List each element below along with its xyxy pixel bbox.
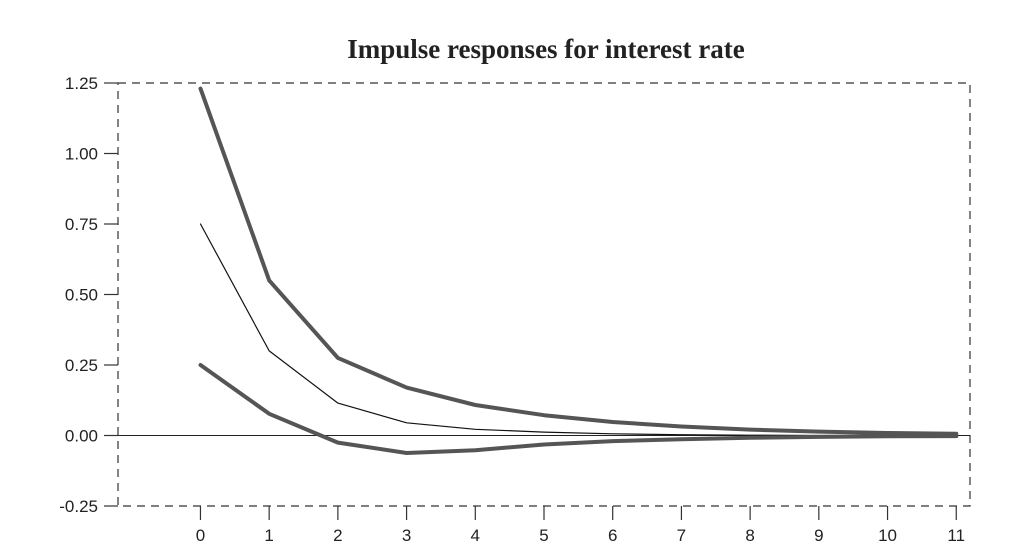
y-tick-label: 0.00 [65, 427, 98, 446]
x-tick-label: 6 [608, 526, 617, 545]
series-line-upper-band [198, 86, 959, 436]
y-tick-label: 0.50 [65, 286, 98, 305]
y-tick-label: 0.75 [65, 215, 98, 234]
x-tick-label: 10 [878, 526, 897, 545]
y-tick-label: 1.25 [65, 74, 98, 93]
x-tick-label: 8 [745, 526, 754, 545]
x-tick-label: 11 [947, 526, 965, 545]
x-tick-label: 2 [333, 526, 342, 545]
x-tick-label: 3 [402, 526, 411, 545]
series-line-lower-band [198, 363, 959, 455]
x-tick-label: 9 [814, 526, 823, 545]
y-tick-label: 1.00 [65, 145, 98, 164]
x-tick-label: 4 [471, 526, 480, 545]
y-tick-label: 0.25 [65, 356, 98, 375]
x-tick-label: 0 [196, 526, 205, 545]
x-tick-label: 7 [677, 526, 686, 545]
x-tick-label: 5 [539, 526, 548, 545]
y-tick-label: -0.25 [59, 497, 98, 516]
chart-title: Impulse responses for interest rate [347, 34, 745, 64]
x-tick-label: 1 [264, 526, 273, 545]
